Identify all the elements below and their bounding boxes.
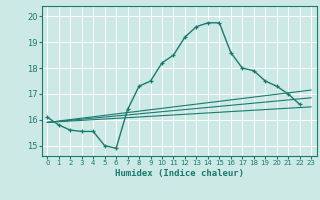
X-axis label: Humidex (Indice chaleur): Humidex (Indice chaleur) <box>115 169 244 178</box>
